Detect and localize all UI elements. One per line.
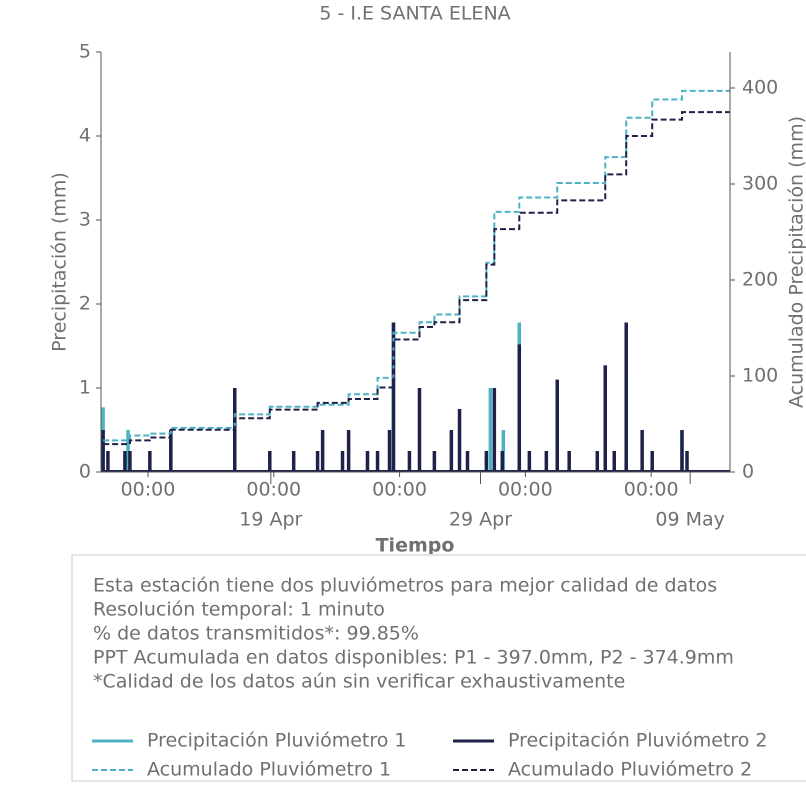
y2-tick-label: 300 xyxy=(742,173,778,195)
y-tick-label: 5 xyxy=(79,41,91,63)
y2-tick-label: 0 xyxy=(742,461,754,483)
cumulative-line xyxy=(103,89,730,442)
note-line: *Calidad de los datos aún sin verificar … xyxy=(93,671,625,693)
legend-label: Precipitación Pluviómetro 1 xyxy=(147,730,407,752)
x-date-label: 29 Apr xyxy=(449,509,512,531)
y-tick-label: 2 xyxy=(79,293,91,315)
x-date-label: 09 May xyxy=(655,509,725,531)
note-line: PPT Acumulada en datos disponibles: P1 -… xyxy=(93,647,734,669)
legend-label: Acumulado Pluviómetro 2 xyxy=(508,759,752,781)
chart-title: 5 - I.E SANTA ELENA xyxy=(319,3,510,25)
legend-label: Acumulado Pluviómetro 1 xyxy=(147,759,391,781)
y2-axis-label: Acumulado Precipitación (mm) xyxy=(786,116,806,408)
x-axis-label: Tiempo xyxy=(376,535,455,557)
legend-box xyxy=(71,554,806,782)
note-line: % de datos transmitidos*: 99.85% xyxy=(93,623,419,645)
y-tick-label: 3 xyxy=(79,209,91,231)
y2-tick-label: 100 xyxy=(742,365,778,387)
y-tick-label: 4 xyxy=(79,125,91,147)
note-line: Resolución temporal: 1 minuto xyxy=(93,599,385,621)
cumulative-line xyxy=(103,111,730,446)
y-tick-label: 0 xyxy=(79,461,91,483)
y-axis-label: Precipitación (mm) xyxy=(49,172,71,352)
y2-tick-label: 200 xyxy=(742,269,778,291)
x-tick-label: 00:00 xyxy=(624,479,679,501)
y2-tick-label: 400 xyxy=(742,77,778,99)
note-line: Esta estación tiene dos pluviómetros par… xyxy=(93,575,717,597)
x-tick-label: 00:00 xyxy=(121,479,176,501)
x-tick-label: 00:00 xyxy=(498,479,553,501)
x-tick-label: 00:00 xyxy=(372,479,427,501)
x-tick-label: 00:00 xyxy=(246,479,301,501)
y-tick-label: 1 xyxy=(79,377,91,399)
x-date-label: 19 Apr xyxy=(239,509,302,531)
legend-label: Precipitación Pluviómetro 2 xyxy=(508,730,768,752)
